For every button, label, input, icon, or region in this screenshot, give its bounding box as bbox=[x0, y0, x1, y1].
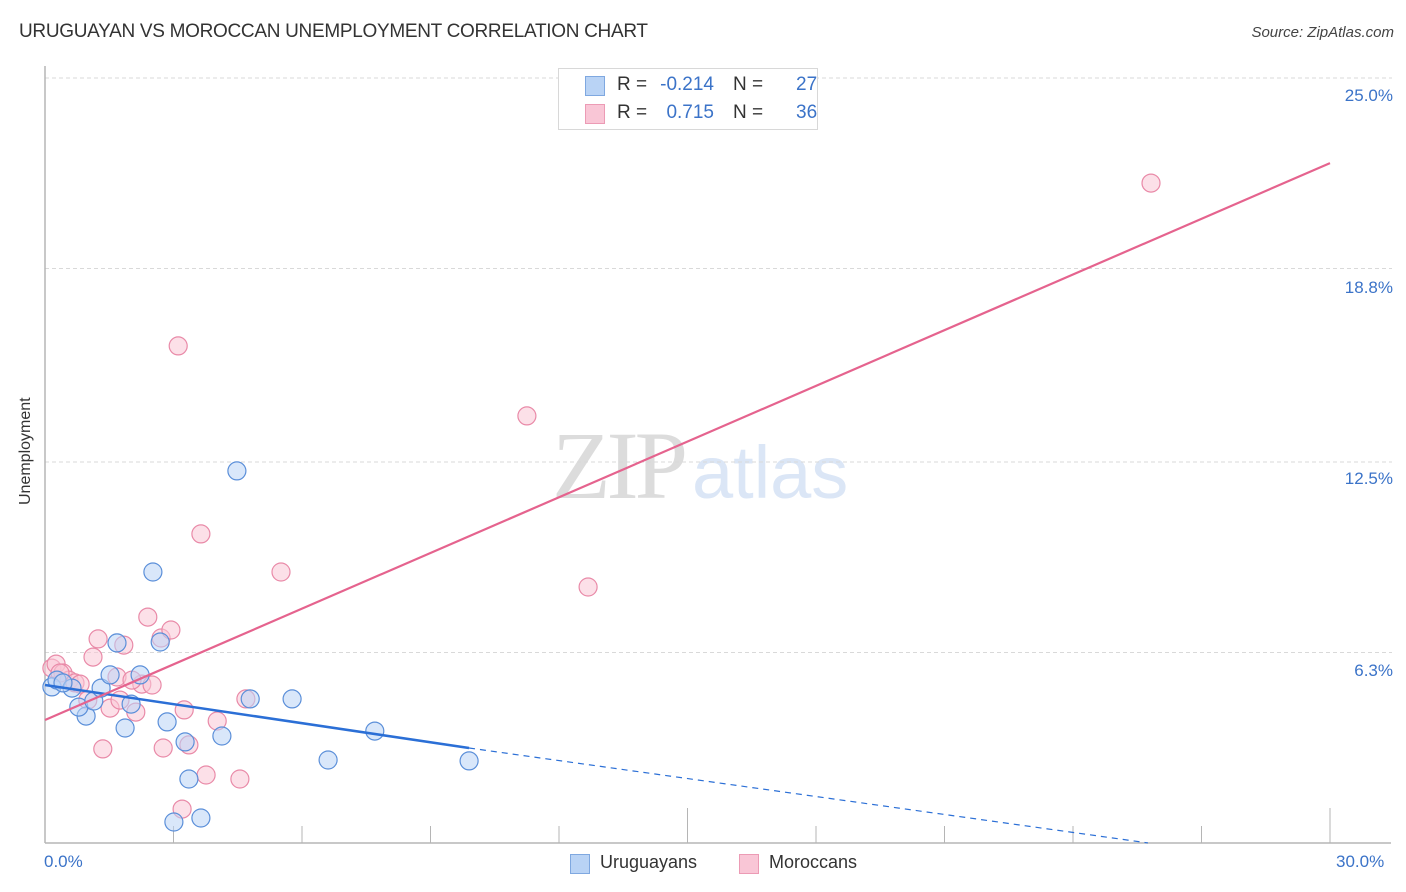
moroccan-point bbox=[196, 765, 216, 785]
y-tick-25: 25.0% bbox=[1344, 86, 1393, 105]
moroccan-point bbox=[88, 629, 108, 649]
uruguayan-point bbox=[143, 562, 163, 582]
moroccan-point bbox=[161, 620, 181, 640]
n-label: N = bbox=[733, 102, 764, 123]
moroccan-point bbox=[153, 738, 173, 758]
x-tick-max: 30.0% bbox=[1336, 852, 1385, 871]
uruguayan-point bbox=[318, 750, 338, 770]
uruguayan-point bbox=[365, 721, 385, 741]
legend-label: Uruguayans bbox=[600, 852, 698, 872]
uruguayan-trend-extension bbox=[468, 747, 1149, 844]
uruguayan-point bbox=[459, 751, 479, 771]
moroccan-point bbox=[271, 562, 291, 582]
x-tick-min: 0.0% bbox=[44, 852, 83, 871]
moroccan-point bbox=[93, 739, 113, 759]
r-label: R = bbox=[617, 102, 648, 123]
uruguayan-point bbox=[100, 665, 120, 685]
chart-title: URUGUAYAN VS MOROCCAN UNEMPLOYMENT CORRE… bbox=[19, 21, 648, 42]
moroccan-swatch-icon bbox=[739, 854, 759, 874]
moroccan-point bbox=[517, 406, 537, 426]
r-label: R = bbox=[617, 74, 648, 95]
source-credit: Source: ZipAtlas.com bbox=[1251, 24, 1394, 41]
y-tick-18-8: 18.8% bbox=[1344, 278, 1393, 297]
moroccan-point bbox=[83, 647, 103, 667]
n-value: 36 bbox=[796, 102, 818, 123]
moroccan-point bbox=[578, 577, 598, 597]
uruguayan-point bbox=[240, 689, 260, 709]
uruguayan-point bbox=[175, 732, 195, 752]
uruguayan-point bbox=[191, 808, 211, 828]
moroccan-point bbox=[230, 769, 250, 789]
uruguayan-point bbox=[212, 726, 232, 746]
uruguayan-swatch-icon bbox=[570, 854, 590, 874]
r-value: 0.715 bbox=[666, 102, 714, 123]
y-tick-12-5: 12.5% bbox=[1344, 469, 1393, 488]
moroccan-point bbox=[191, 524, 211, 544]
uruguayan-point bbox=[164, 812, 184, 832]
uruguayan-point bbox=[150, 632, 170, 652]
uruguayan-point bbox=[157, 712, 177, 732]
y-tick-6-3: 6.3% bbox=[1354, 661, 1393, 680]
uruguayan-point bbox=[179, 769, 199, 789]
uruguayan-point bbox=[115, 718, 135, 738]
moroccan-point bbox=[168, 336, 188, 356]
n-label: N = bbox=[733, 74, 764, 95]
n-value: 27 bbox=[796, 74, 818, 95]
moroccan-swatch-icon bbox=[585, 104, 605, 124]
moroccan-point bbox=[138, 607, 158, 627]
uruguayan-point bbox=[107, 633, 127, 653]
moroccan-trend-line bbox=[44, 162, 1331, 722]
moroccan-point bbox=[1141, 173, 1161, 193]
uruguayan-point bbox=[227, 461, 247, 481]
y-axis-label: Unemployment bbox=[17, 397, 34, 505]
r-value: -0.214 bbox=[660, 74, 714, 95]
legend-label: Moroccans bbox=[769, 852, 858, 872]
correlation-legend: R = -0.214 N = 27 R = 0.715 N = 36 bbox=[558, 68, 818, 130]
uruguayan-trend-line bbox=[44, 683, 470, 750]
uruguayan-swatch-icon bbox=[585, 76, 605, 96]
uruguayan-point bbox=[282, 689, 302, 709]
